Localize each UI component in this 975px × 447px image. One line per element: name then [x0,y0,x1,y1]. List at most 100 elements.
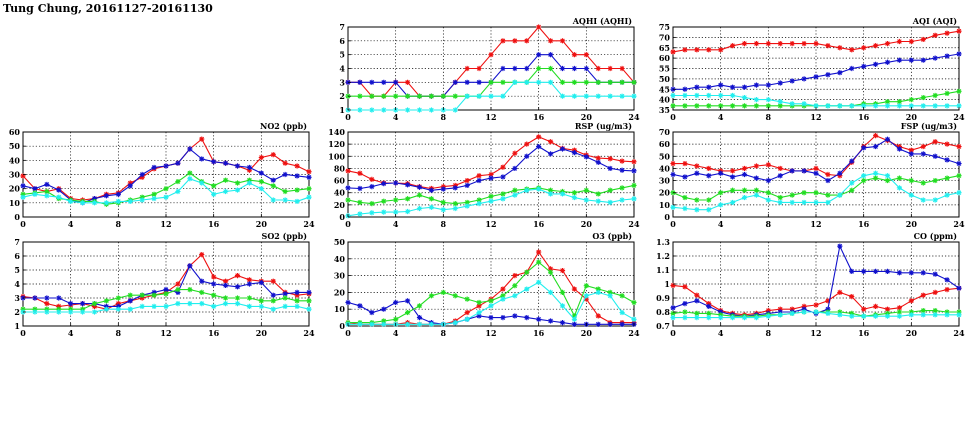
data-point-green [801,190,807,196]
data-point-cyan [524,79,530,85]
data-point-blue [500,174,506,180]
data-point-blue [381,306,387,312]
x-tick-label: 16 [533,219,545,229]
data-point-red [595,313,601,319]
x-tick-label: 12 [810,112,821,122]
data-point-red [694,292,700,298]
data-point-green [607,289,613,295]
data-point-cyan [718,202,724,208]
data-point-green [488,298,494,304]
data-point-green [428,93,435,99]
y-tick-label: 30 [659,176,671,186]
data-point-green [115,295,121,301]
y-tick-label: 2 [14,307,20,317]
data-point-green [452,293,458,299]
data-point-red [706,301,712,307]
data-point-green [944,90,950,96]
data-point-cyan [825,103,831,109]
data-point-cyan [944,312,950,318]
data-point-cyan [670,315,676,321]
data-point-blue [536,143,542,150]
data-point-cyan [282,197,288,203]
data-point-cyan [694,207,700,213]
data-point-green [127,292,133,298]
data-point-blue [908,57,914,63]
data-point-blue [932,153,938,159]
data-point-red [500,164,506,170]
data-point-green [199,289,205,295]
x-tick-label: 0 [345,219,351,229]
data-point-blue [306,289,312,295]
data-point-red [694,163,700,169]
data-point-blue [944,277,950,283]
y-tick-label: 4 [14,279,20,289]
data-point-cyan [187,301,193,307]
x-tick-label: 16 [533,328,545,338]
data-point-red [524,141,530,147]
data-point-blue [837,170,843,176]
data-point-cyan [234,187,241,193]
data-point-green [416,93,423,99]
data-point-blue [872,61,879,67]
data-point-green [547,269,554,275]
data-point-red [861,45,867,51]
data-point-red [488,52,494,58]
data-point-red [619,65,625,72]
x-tick-label: 20 [906,328,918,338]
chart-title: CO (ppm) [914,231,958,241]
data-point-cyan [884,103,891,109]
y-tick-label: 140 [328,127,345,137]
data-point-blue [896,270,903,276]
data-point-cyan [908,103,914,109]
data-point-cyan [476,201,482,207]
data-point-cyan [476,93,482,99]
data-point-green [306,298,312,304]
y-tick-label: 40 [659,95,671,105]
data-point-cyan [631,93,637,99]
data-point-green [583,283,589,289]
data-point-red [139,295,145,301]
data-point-green [404,196,411,202]
data-point-cyan [222,301,229,307]
data-point-cyan [222,188,229,195]
data-point-blue [801,168,807,174]
data-point-blue [583,65,589,72]
data-point-blue [908,270,914,276]
data-point-red [849,294,855,300]
data-point-green [428,293,435,299]
data-point-red [896,38,903,45]
data-point-red [583,52,589,58]
data-point-green [151,191,157,197]
data-point-blue [68,301,74,307]
data-point-green [79,306,86,312]
data-point-cyan [500,296,506,302]
data-point-green [694,310,700,316]
data-point-blue [393,299,399,306]
y-tick-label: 20 [334,287,346,297]
data-point-green [956,173,962,179]
data-point-cyan [706,315,712,321]
data-point-blue [753,175,760,181]
data-point-green [908,177,914,184]
y-tick-label: 30 [9,170,21,180]
data-point-red [920,143,926,150]
data-point-red [813,165,819,172]
data-point-cyan [718,315,724,321]
data-point-blue [127,183,133,189]
data-point-green [896,309,903,315]
data-point-blue [956,160,962,167]
data-point-green [741,103,748,109]
data-point-green [682,103,688,109]
data-point-cyan [440,207,446,213]
data-point-red [464,65,470,72]
data-point-blue [813,170,819,176]
data-point-cyan [294,303,300,309]
data-point-green [512,187,518,193]
data-point-red [199,136,205,142]
data-point-blue [512,65,518,72]
data-point-cyan [547,191,554,197]
data-point-green [500,191,506,197]
data-point-green [345,197,351,203]
data-point-blue [896,146,903,152]
x-tick-label: 4 [393,112,399,122]
